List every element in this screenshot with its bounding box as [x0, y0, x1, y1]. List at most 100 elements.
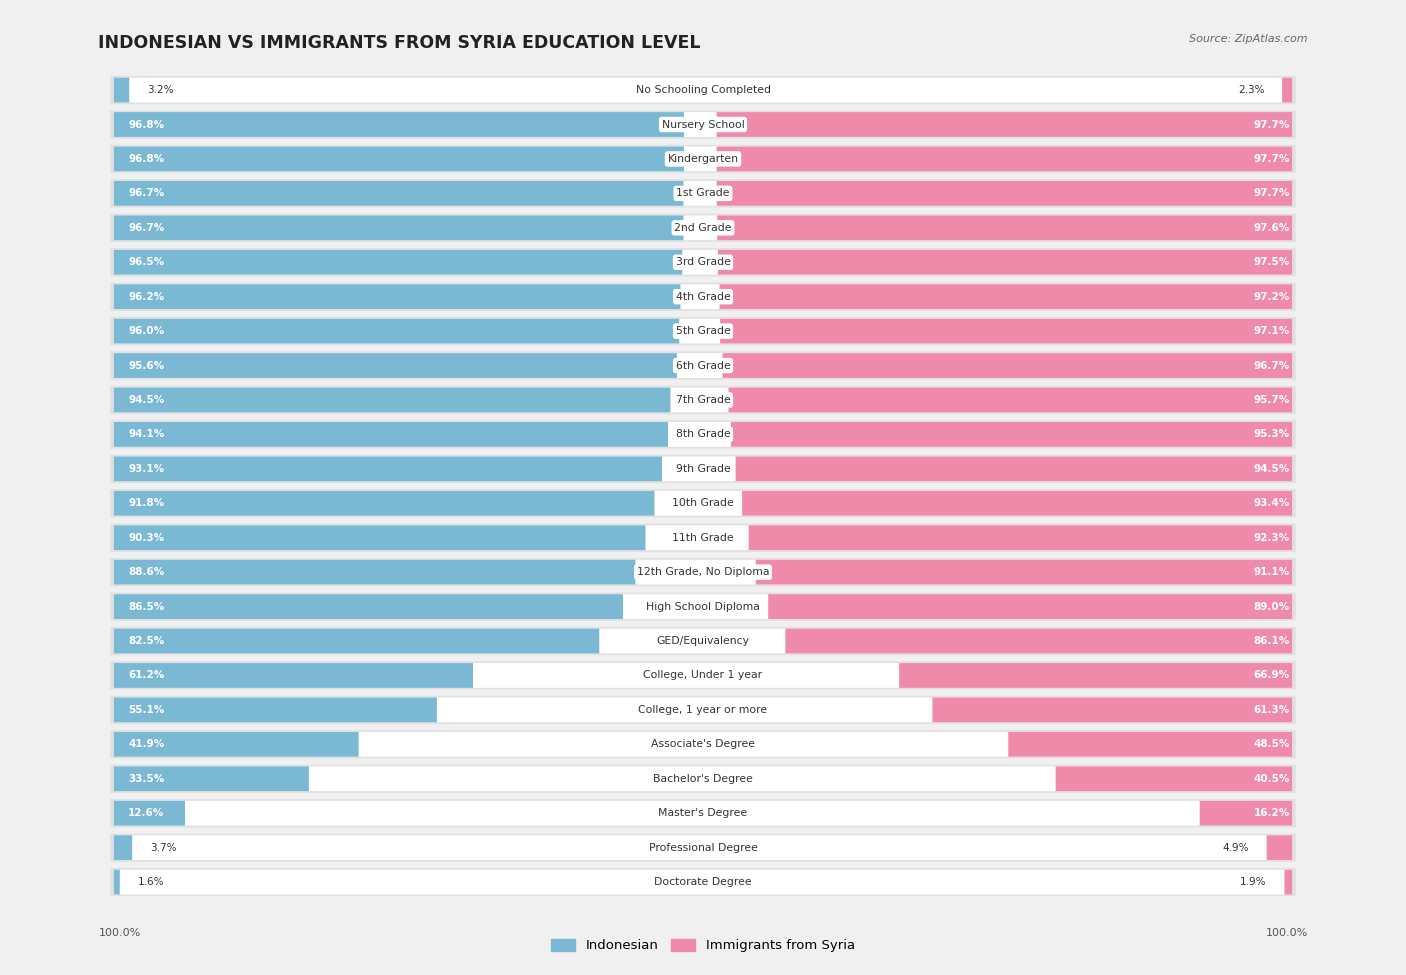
FancyBboxPatch shape: [1267, 836, 1292, 860]
Text: 100.0%: 100.0%: [1265, 928, 1308, 938]
Text: 92.3%: 92.3%: [1254, 532, 1289, 543]
FancyBboxPatch shape: [114, 766, 1292, 791]
Text: GED/Equivalency: GED/Equivalency: [657, 636, 749, 646]
Text: 89.0%: 89.0%: [1254, 602, 1289, 611]
FancyBboxPatch shape: [114, 836, 1292, 860]
Text: 96.8%: 96.8%: [128, 154, 165, 164]
FancyBboxPatch shape: [110, 834, 1296, 862]
Text: 2.3%: 2.3%: [1237, 85, 1264, 96]
FancyBboxPatch shape: [114, 78, 1292, 102]
FancyBboxPatch shape: [748, 526, 1292, 550]
FancyBboxPatch shape: [718, 250, 1292, 275]
Text: 4.9%: 4.9%: [1222, 842, 1249, 852]
Text: 11th Grade: 11th Grade: [672, 532, 734, 543]
Text: 8th Grade: 8th Grade: [676, 429, 730, 440]
FancyBboxPatch shape: [114, 594, 1292, 619]
Text: 3rd Grade: 3rd Grade: [675, 257, 731, 267]
Text: 1st Grade: 1st Grade: [676, 188, 730, 198]
Text: 1.9%: 1.9%: [1240, 878, 1267, 887]
FancyBboxPatch shape: [110, 558, 1296, 586]
FancyBboxPatch shape: [114, 697, 1292, 722]
Text: 95.3%: 95.3%: [1254, 429, 1289, 440]
Text: 96.5%: 96.5%: [128, 257, 165, 267]
FancyBboxPatch shape: [114, 526, 645, 550]
Text: 12.6%: 12.6%: [128, 808, 165, 818]
FancyBboxPatch shape: [110, 489, 1296, 518]
FancyBboxPatch shape: [900, 663, 1292, 687]
Legend: Indonesian, Immigrants from Syria: Indonesian, Immigrants from Syria: [546, 934, 860, 957]
Text: 2nd Grade: 2nd Grade: [675, 223, 731, 233]
Text: 5th Grade: 5th Grade: [676, 326, 730, 336]
Text: 4th Grade: 4th Grade: [676, 292, 730, 301]
Text: 9th Grade: 9th Grade: [676, 464, 730, 474]
FancyBboxPatch shape: [742, 490, 1292, 516]
FancyBboxPatch shape: [110, 868, 1296, 896]
FancyBboxPatch shape: [114, 215, 683, 240]
Text: 16.2%: 16.2%: [1254, 808, 1289, 818]
Text: 86.1%: 86.1%: [1254, 636, 1289, 646]
FancyBboxPatch shape: [114, 490, 1292, 516]
FancyBboxPatch shape: [110, 593, 1296, 621]
Text: Professional Degree: Professional Degree: [648, 842, 758, 852]
FancyBboxPatch shape: [717, 146, 1292, 172]
Text: 100.0%: 100.0%: [98, 928, 141, 938]
FancyBboxPatch shape: [114, 560, 1292, 585]
FancyBboxPatch shape: [114, 250, 1292, 275]
FancyBboxPatch shape: [114, 560, 636, 585]
Text: 97.2%: 97.2%: [1254, 292, 1289, 301]
FancyBboxPatch shape: [114, 353, 676, 378]
FancyBboxPatch shape: [110, 386, 1296, 414]
Text: 94.5%: 94.5%: [1254, 464, 1289, 474]
Text: 91.1%: 91.1%: [1254, 567, 1289, 577]
Text: 88.6%: 88.6%: [128, 567, 165, 577]
FancyBboxPatch shape: [731, 422, 1292, 447]
FancyBboxPatch shape: [114, 112, 1292, 136]
FancyBboxPatch shape: [1199, 800, 1292, 826]
FancyBboxPatch shape: [114, 146, 1292, 172]
Text: 96.8%: 96.8%: [128, 120, 165, 130]
Text: 97.1%: 97.1%: [1254, 326, 1289, 336]
Text: Bachelor's Degree: Bachelor's Degree: [652, 774, 754, 784]
Text: 96.7%: 96.7%: [128, 223, 165, 233]
Text: 95.6%: 95.6%: [128, 361, 165, 370]
FancyBboxPatch shape: [756, 560, 1292, 585]
FancyBboxPatch shape: [1056, 766, 1292, 791]
Text: Master's Degree: Master's Degree: [658, 808, 748, 818]
Text: 94.5%: 94.5%: [128, 395, 165, 405]
Text: High School Diploma: High School Diploma: [647, 602, 759, 611]
Text: College, Under 1 year: College, Under 1 year: [644, 671, 762, 681]
Text: 55.1%: 55.1%: [128, 705, 165, 715]
Text: 97.7%: 97.7%: [1253, 120, 1289, 130]
FancyBboxPatch shape: [114, 870, 1292, 894]
Text: 96.7%: 96.7%: [1254, 361, 1289, 370]
FancyBboxPatch shape: [114, 319, 679, 343]
Text: 90.3%: 90.3%: [128, 532, 165, 543]
FancyBboxPatch shape: [932, 697, 1292, 722]
FancyBboxPatch shape: [114, 766, 309, 791]
FancyBboxPatch shape: [717, 112, 1292, 136]
Text: 10th Grade: 10th Grade: [672, 498, 734, 508]
FancyBboxPatch shape: [114, 594, 623, 619]
Text: 93.1%: 93.1%: [128, 464, 165, 474]
Text: College, 1 year or more: College, 1 year or more: [638, 705, 768, 715]
FancyBboxPatch shape: [110, 76, 1296, 104]
FancyBboxPatch shape: [114, 800, 186, 826]
Text: Source: ZipAtlas.com: Source: ZipAtlas.com: [1189, 34, 1308, 44]
FancyBboxPatch shape: [110, 420, 1296, 449]
FancyBboxPatch shape: [717, 181, 1292, 206]
FancyBboxPatch shape: [1285, 870, 1292, 894]
FancyBboxPatch shape: [110, 179, 1296, 208]
Text: 61.3%: 61.3%: [1254, 705, 1289, 715]
FancyBboxPatch shape: [114, 146, 685, 172]
FancyBboxPatch shape: [114, 422, 1292, 447]
FancyBboxPatch shape: [114, 285, 681, 309]
FancyBboxPatch shape: [110, 661, 1296, 689]
FancyBboxPatch shape: [110, 283, 1296, 311]
FancyBboxPatch shape: [114, 870, 120, 894]
FancyBboxPatch shape: [114, 663, 472, 687]
FancyBboxPatch shape: [114, 422, 668, 447]
FancyBboxPatch shape: [114, 319, 1292, 343]
FancyBboxPatch shape: [110, 110, 1296, 138]
Text: 96.2%: 96.2%: [128, 292, 165, 301]
Text: 97.7%: 97.7%: [1253, 154, 1289, 164]
